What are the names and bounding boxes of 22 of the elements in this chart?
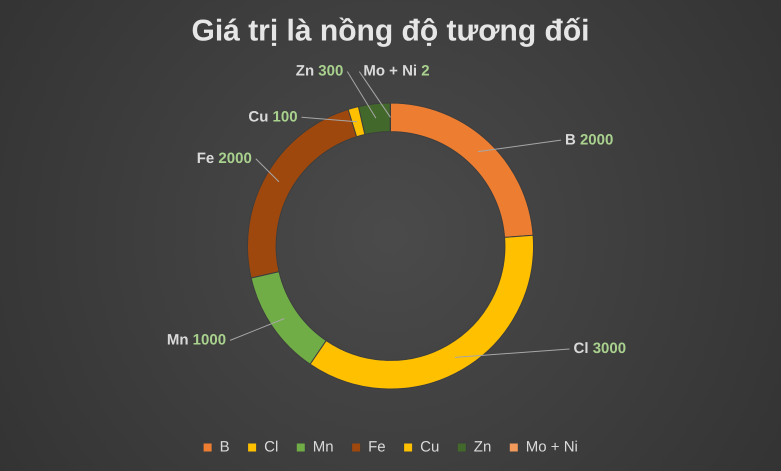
slice-label: Mn — [166, 332, 193, 349]
slice-label: Mo + Ni — [363, 62, 422, 80]
data-label: 1000 — [192, 332, 226, 349]
data-label: 2 — [421, 62, 430, 80]
legend-label: Fe — [368, 438, 386, 456]
slice-label: Fe — [196, 150, 218, 167]
data-label: 100 — [272, 108, 298, 126]
slice-label: Cl — [574, 340, 593, 358]
data-label: 2000 — [218, 150, 252, 167]
data-label: 3000 — [592, 340, 626, 358]
slice-label: Cu — [248, 108, 273, 126]
chart-title: Giá trị là nồng độ tương đối — [191, 14, 590, 48]
legend-label: Zn — [474, 438, 492, 456]
legend-label: Mo + Ni — [526, 438, 578, 456]
data-label: 2000 — [580, 131, 614, 148]
legend-label: Cu — [420, 438, 440, 456]
legend-label: Cl — [264, 438, 278, 456]
data-label: 300 — [318, 62, 344, 80]
legend-label: B — [220, 438, 230, 456]
slice-label: Zn — [296, 62, 318, 80]
legend-label: Mn — [312, 438, 334, 456]
slice-label: B — [564, 131, 580, 148]
